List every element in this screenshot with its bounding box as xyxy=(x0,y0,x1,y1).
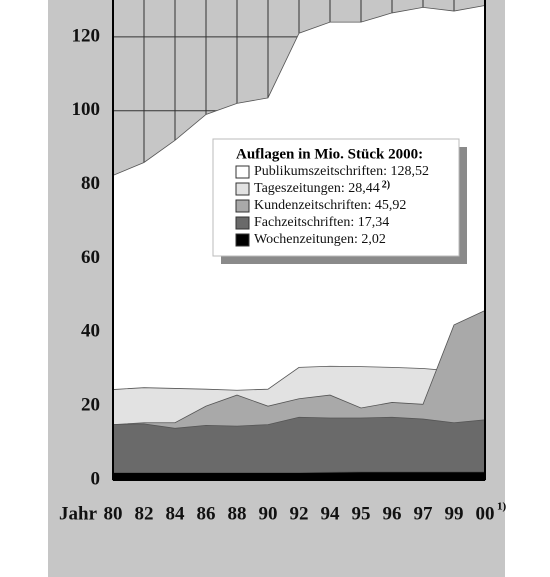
x-tick-label: 80 xyxy=(104,503,123,524)
x-tick-label: 99 xyxy=(445,503,464,524)
legend-label: Publikumszeitschriften: 128,52 xyxy=(254,164,429,179)
area xyxy=(112,416,486,481)
legend-swatch xyxy=(235,233,250,247)
x-tick-label: 97 xyxy=(414,503,434,524)
y-tick-label: 80 xyxy=(81,173,100,194)
x-tick-label: 84 xyxy=(166,503,186,524)
x-tick-label: 88 xyxy=(228,503,247,524)
legend-title: Auflagen in Mio. Stück 2000: xyxy=(236,146,423,162)
x-tick-label: 95 xyxy=(352,503,371,524)
y-tick-label: 60 xyxy=(81,247,100,268)
legend: Auflagen in Mio. Stück 2000: Publikumsze… xyxy=(212,138,467,264)
x-tick-label: 96 xyxy=(383,503,402,524)
legend-swatch xyxy=(235,165,250,179)
x-tick-label: 94 xyxy=(321,503,341,524)
category-note: 1) xyxy=(497,501,507,513)
legend-swatch xyxy=(235,182,250,196)
legend-box xyxy=(212,138,460,257)
legend-swatch xyxy=(235,216,250,230)
y-tick-label: 20 xyxy=(81,395,100,416)
legend-label: Tageszeitungen: 28,44 xyxy=(254,181,380,196)
y-tick-label: 120 xyxy=(72,25,101,46)
legend-label: Kundenzeitschriften: 45,92 xyxy=(254,198,406,213)
y-tick-label: 0 xyxy=(91,468,101,489)
legend-label: Fachzeitschriften: 17,34 xyxy=(254,215,389,230)
x-tick-label: 82 xyxy=(135,503,154,524)
legend-swatch xyxy=(235,199,250,213)
x-tick-label: 90 xyxy=(259,503,278,524)
area xyxy=(112,471,486,481)
x-label: Jahr xyxy=(59,503,98,524)
x-tick-label: 00 xyxy=(476,503,495,524)
x-tick-label: 92 xyxy=(290,503,309,524)
legend-label: Wochenzeitungen: 2,02 xyxy=(254,232,386,247)
x-tick-label: 86 xyxy=(197,503,216,524)
y-tick-label: 100 xyxy=(72,99,101,120)
y-tick-label: 40 xyxy=(81,321,100,342)
legend-note: 2) xyxy=(382,179,390,190)
